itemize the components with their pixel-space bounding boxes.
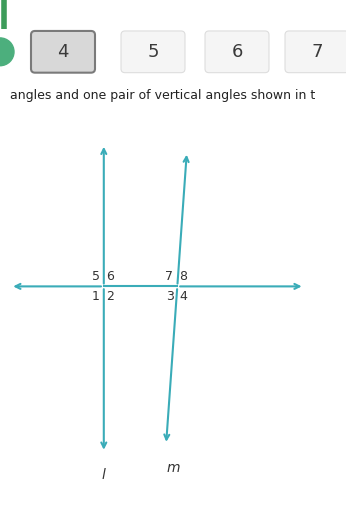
- Text: 6: 6: [231, 43, 243, 61]
- FancyBboxPatch shape: [121, 31, 185, 73]
- Text: 5: 5: [92, 270, 100, 283]
- Text: Question Attempt: 1 of Unlimited: Question Attempt: 1 of Unlimited: [14, 10, 221, 20]
- Text: 6: 6: [106, 270, 114, 283]
- FancyBboxPatch shape: [31, 31, 95, 73]
- Text: l: l: [102, 468, 106, 483]
- Text: 4: 4: [57, 43, 69, 61]
- Text: 1: 1: [92, 290, 100, 303]
- Text: 7: 7: [165, 270, 173, 283]
- FancyBboxPatch shape: [285, 31, 346, 73]
- Text: 7: 7: [311, 43, 323, 61]
- Text: 3: 3: [166, 290, 173, 303]
- Text: angles and one pair of vertical angles shown in t: angles and one pair of vertical angles s…: [10, 88, 316, 102]
- Text: 2: 2: [106, 290, 114, 303]
- Text: 5: 5: [147, 43, 159, 61]
- Text: 4: 4: [180, 290, 188, 303]
- Text: 8: 8: [180, 270, 188, 283]
- Text: m: m: [166, 461, 180, 474]
- FancyBboxPatch shape: [205, 31, 269, 73]
- Circle shape: [0, 38, 14, 66]
